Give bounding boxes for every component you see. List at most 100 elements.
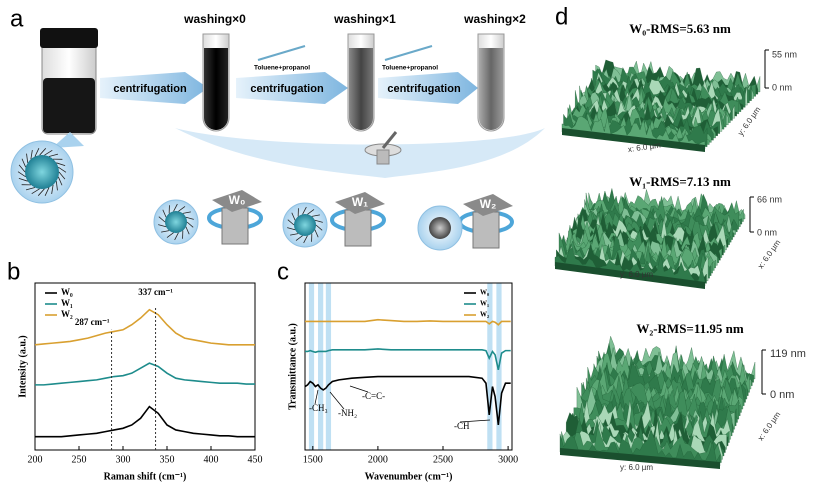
annotation-leader <box>349 385 369 393</box>
ligand <box>44 187 50 196</box>
ligand <box>315 224 323 231</box>
vial-cap <box>40 28 98 48</box>
data-line <box>34 308 255 346</box>
arrow <box>236 72 348 104</box>
annotation: -C=C- <box>362 391 385 401</box>
ligand <box>178 206 186 212</box>
y-axis-title: Intensity (a.u.) <box>17 335 28 398</box>
plot-frame <box>304 282 513 451</box>
ligand <box>161 230 170 233</box>
nanoparticle <box>294 214 316 236</box>
annotation-leader <box>314 389 319 405</box>
tube-liquid <box>479 48 503 130</box>
band <box>308 283 315 450</box>
x-tick-label: 3000 <box>498 454 518 465</box>
pedestal <box>472 211 500 249</box>
ligand <box>18 164 26 173</box>
vial-liquid <box>43 78 95 133</box>
ligand <box>291 212 296 221</box>
ligand <box>30 149 33 160</box>
band <box>325 283 332 450</box>
pedestal <box>344 209 372 247</box>
x-tick-label: 2500 <box>433 454 453 465</box>
x-tick-label: 350 <box>160 454 175 465</box>
x-axis-title: Wavenumber (cm⁻¹) <box>365 471 453 482</box>
ligand <box>166 232 174 238</box>
panel-label: d <box>555 3 568 30</box>
ligand <box>162 209 167 218</box>
z-max-label: 119 nm <box>770 348 806 360</box>
step-heading: washing×0 <box>183 12 246 26</box>
ligand <box>26 153 29 163</box>
z-min-label: 0 nm <box>772 82 792 92</box>
ligand <box>21 158 27 168</box>
panel-label: a <box>10 5 24 32</box>
ligand <box>287 219 295 226</box>
sample-w0: W₀ <box>153 190 263 245</box>
x-tick-label: 400 <box>204 454 219 465</box>
sample-label: W₁ <box>352 195 368 209</box>
ligand <box>158 216 166 223</box>
nanoparticle <box>165 211 187 233</box>
ligand <box>290 233 299 236</box>
panel-label: b <box>7 258 20 285</box>
data-line <box>35 362 255 386</box>
ligand <box>303 235 308 244</box>
centrifuge <box>381 131 398 149</box>
ligand <box>287 227 296 231</box>
ligand <box>48 153 59 157</box>
data-line <box>305 318 511 326</box>
annotation-leader <box>459 419 491 423</box>
ligand <box>302 206 307 215</box>
callout <box>52 132 84 148</box>
ligand <box>314 229 319 238</box>
z-max-label: 66 nm <box>757 194 782 204</box>
centrifuge <box>376 149 390 165</box>
x-axis-title: Raman shift (cm⁻¹) <box>104 471 187 482</box>
ligand <box>314 219 323 223</box>
ligand <box>311 214 320 217</box>
wafer <box>335 192 385 214</box>
panel-a: a centrifugation centrifugation centrifu… <box>10 5 545 251</box>
afm-image <box>554 188 746 289</box>
sample-label: W₂ <box>480 197 497 211</box>
peak-label: 337 cm⁻¹ <box>138 287 173 297</box>
tube-liquid <box>204 48 228 130</box>
arrow <box>100 72 208 104</box>
legend-label: W₁ <box>61 298 73 308</box>
ligand <box>173 203 178 212</box>
legend-label: W₁ <box>480 300 489 308</box>
ligand <box>295 235 303 241</box>
ligand <box>18 178 28 182</box>
data-line <box>305 348 511 371</box>
band <box>318 283 324 450</box>
annotation: -NH₂ <box>338 408 357 418</box>
ligand <box>25 187 36 191</box>
ligand <box>174 232 179 241</box>
y-extent-label: y: 6.0 µm <box>620 270 653 279</box>
step-label: centrifugation <box>387 83 461 95</box>
peak-label: 287 cm⁻¹ <box>75 317 110 327</box>
ligand <box>55 181 58 191</box>
ligand <box>185 216 194 220</box>
x-tick-label: 200 <box>28 454 43 465</box>
terrain-ridge <box>559 428 721 467</box>
nanoparticle <box>25 155 59 189</box>
legend-label: W₂ <box>61 309 73 319</box>
afm-title: W₂-RMS=11.95 nm <box>636 321 744 336</box>
plot-frame <box>34 282 256 451</box>
x-tick-label: 1500 <box>303 454 323 465</box>
ligand <box>39 148 47 156</box>
annotation-leader <box>329 391 345 410</box>
nanoparticle <box>429 217 451 239</box>
y-extent-label: y: 6.0 µm <box>620 463 653 472</box>
x-tick-label: 250 <box>72 454 87 465</box>
x-extent-label: x: 6.0 µm <box>756 410 783 443</box>
legend-label: W₀ <box>480 289 489 297</box>
afm-title: W₁-RMS=7.13 nm <box>629 174 731 189</box>
sample-w1: W₁ <box>282 192 386 248</box>
wafer <box>212 190 262 212</box>
wafer <box>463 194 513 216</box>
x-extent-label: x: 6.0 µm <box>756 238 783 271</box>
legend-label: W₀ <box>61 287 73 297</box>
